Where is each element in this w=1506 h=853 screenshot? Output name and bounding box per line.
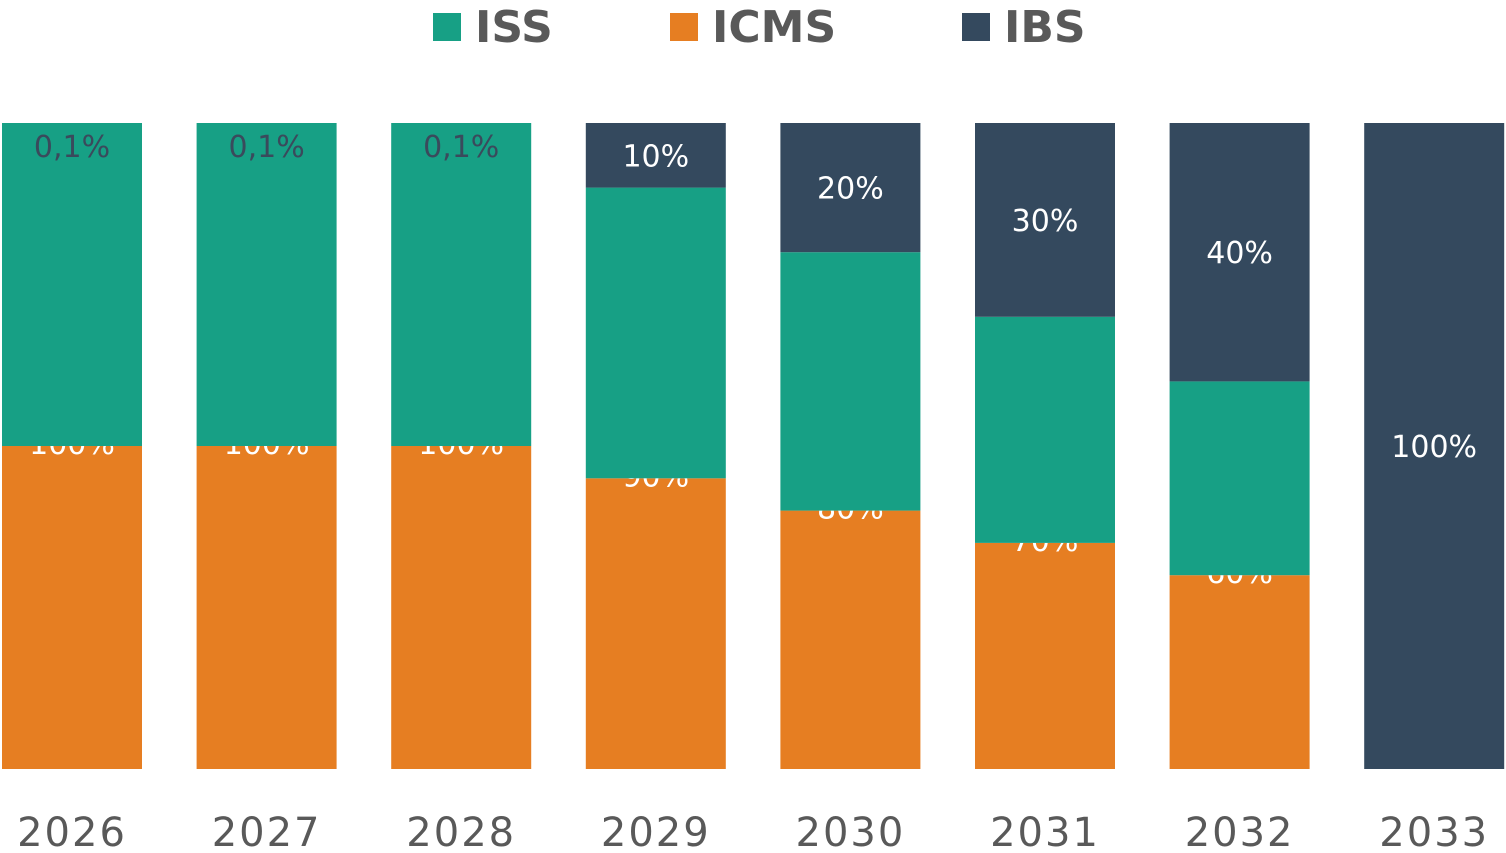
legend-swatch-iss (433, 13, 461, 41)
x-axis: 2026 2027 2028 2029 2030 2031 2032 2033 (17, 810, 1489, 853)
bar-iss-2028 (391, 123, 532, 446)
data-label-iss-2027: 0,1% (228, 130, 304, 165)
bar-icms-2032 (1169, 575, 1310, 769)
data-label-iss-2028: 0,1% (423, 130, 499, 165)
bar-icms-2028 (391, 446, 532, 769)
legend-swatch-ibs (962, 13, 990, 41)
legend-label-ibs: IBS (1004, 2, 1086, 53)
bar-iss-2027 (196, 123, 337, 446)
data-label-iss-2026: 0,1% (34, 130, 110, 165)
bar-icms-2030 (780, 510, 921, 769)
data-label-ibs-2032: 40% (1206, 236, 1273, 271)
x-tick-label-2029: 2029 (601, 810, 711, 853)
legend-label-icms: ICMS (712, 2, 836, 53)
bar-icms-2031 (975, 542, 1115, 769)
bar-icms-2029 (585, 478, 726, 769)
x-tick-label-2033: 2033 (1379, 810, 1489, 853)
bar-icms-2026 (2, 446, 142, 769)
bar-iss-2026 (2, 123, 142, 446)
bar-iss-2029 (585, 187, 726, 479)
x-tick-label-2030: 2030 (796, 810, 906, 853)
plot-area: 100%0,1%100%0,1%100%0,1%90%10%80%20%70%3… (2, 123, 1505, 769)
x-tick-label-2026: 2026 (17, 810, 127, 853)
bar-ibs-2032 (1169, 123, 1310, 382)
bar-iss-2030 (780, 252, 921, 511)
bar-ibs-2031 (975, 123, 1115, 317)
x-tick-label-2028: 2028 (406, 810, 516, 853)
legend-swatch-icms (670, 13, 698, 41)
bar-ibs-2029 (585, 123, 726, 188)
bar-ibs-2030 (780, 123, 921, 253)
data-label-ibs-2030: 20% (817, 172, 884, 207)
bar-iss-2032 (1169, 381, 1310, 576)
bar-ibs-2033 (1364, 123, 1505, 769)
bar-icms-2027 (196, 446, 337, 769)
legend: ISS ICMS IBS (433, 2, 1086, 53)
x-tick-label-2031: 2031 (990, 810, 1100, 853)
x-tick-label-2027: 2027 (212, 810, 322, 853)
x-tick-label-2032: 2032 (1185, 810, 1295, 853)
data-label-ibs-2029: 10% (622, 139, 689, 174)
legend-label-iss: ISS (475, 2, 553, 53)
bar-iss-2031 (975, 316, 1115, 543)
data-label-ibs-2033: 100% (1391, 430, 1477, 465)
data-label-ibs-2031: 30% (1012, 204, 1079, 239)
